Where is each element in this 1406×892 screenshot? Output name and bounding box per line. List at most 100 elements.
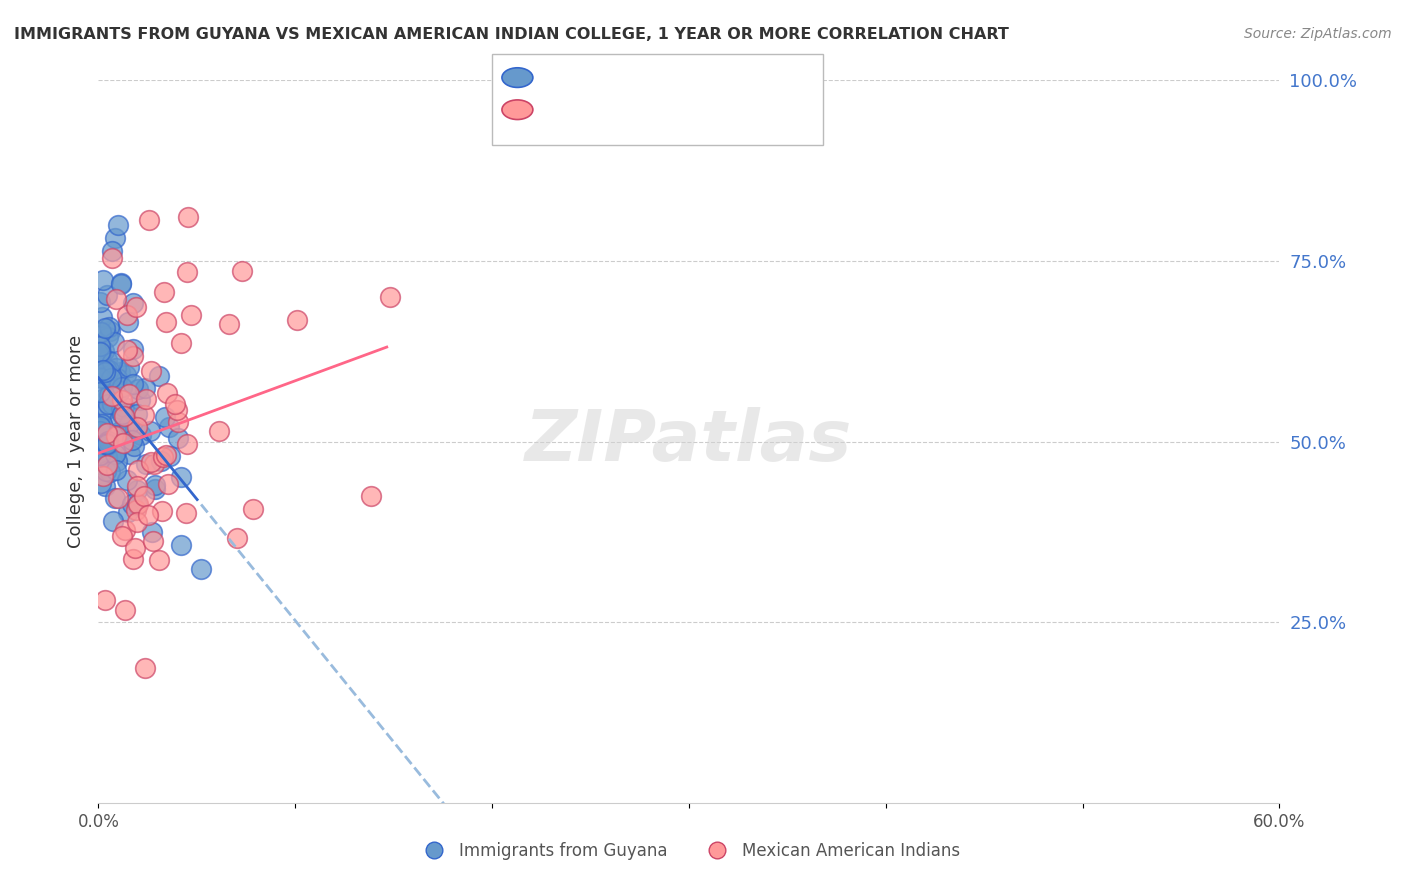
Point [108, 365, 131, 379]
Point [142, 457, 165, 471]
Point [89, 384, 111, 399]
Point [127, 420, 149, 434]
Point [90, 344, 112, 359]
Point [90, 462, 112, 476]
Legend: Immigrants from Guyana, Mexican American Indians: Immigrants from Guyana, Mexican American… [411, 836, 967, 867]
Point [132, 408, 155, 422]
Point [118, 417, 141, 431]
Point [89, 353, 111, 368]
Point [122, 376, 145, 391]
Point [285, 312, 308, 326]
Point [89, 419, 111, 434]
Point [114, 602, 136, 616]
Point [118, 387, 141, 401]
Point [97, 363, 120, 377]
Point [118, 360, 141, 375]
Point [94, 321, 117, 335]
Point [105, 454, 128, 468]
Point [135, 458, 157, 472]
Text: N =: N = [657, 74, 693, 92]
Point [134, 661, 156, 675]
Point [91, 467, 114, 481]
Point [108, 384, 131, 398]
Point [110, 277, 132, 291]
Point [148, 368, 170, 383]
Point [104, 231, 127, 245]
Point [103, 447, 125, 461]
Point [108, 410, 131, 425]
Text: R =: R = [541, 74, 578, 92]
Point [153, 409, 176, 424]
Point [180, 308, 202, 322]
Point [117, 505, 139, 519]
Point [121, 434, 143, 448]
Point [125, 515, 148, 529]
Point [89, 351, 111, 365]
Point [136, 508, 159, 523]
Point [176, 265, 198, 279]
Point [93, 362, 115, 376]
Point [96, 426, 118, 441]
Point [103, 427, 125, 442]
Point [111, 529, 134, 543]
Point [112, 409, 135, 423]
Point [105, 371, 128, 385]
Point [90, 371, 112, 385]
Point [156, 477, 179, 491]
Point [103, 334, 125, 349]
Point [152, 450, 174, 465]
Point [91, 367, 114, 381]
Point [98, 388, 121, 402]
Point [360, 489, 382, 503]
Point [97, 434, 120, 448]
Point [91, 450, 114, 464]
Point [110, 401, 132, 416]
Point [96, 362, 118, 376]
Point [117, 343, 139, 358]
Point [190, 562, 212, 576]
Point [122, 342, 145, 356]
Point [104, 462, 127, 476]
Y-axis label: College, 1 year or more: College, 1 year or more [66, 335, 84, 548]
Point [163, 397, 186, 411]
Point [89, 364, 111, 378]
Point [167, 415, 190, 429]
Text: 63: 63 [693, 106, 714, 124]
Point [93, 371, 115, 385]
Point [96, 352, 118, 367]
Point [143, 482, 166, 496]
Point [107, 491, 129, 505]
Point [124, 541, 146, 555]
Point [380, 290, 402, 304]
Point [98, 465, 121, 479]
Point [112, 436, 135, 450]
Point [121, 497, 143, 511]
Point [100, 251, 122, 265]
Point [177, 210, 200, 224]
Point [112, 400, 135, 414]
Point [110, 277, 132, 291]
Point [111, 392, 134, 407]
Point [89, 424, 111, 438]
Point [208, 424, 231, 438]
Point [134, 382, 156, 396]
Point [101, 397, 124, 411]
Point [139, 455, 162, 469]
Point [125, 408, 148, 422]
Point [91, 273, 114, 287]
Point [148, 552, 170, 566]
Text: 114: 114 [693, 74, 725, 92]
Point [139, 364, 162, 378]
Text: IMMIGRANTS FROM GUYANA VS MEXICAN AMERICAN INDIAN COLLEGE, 1 YEAR OR MORE CORREL: IMMIGRANTS FROM GUYANA VS MEXICAN AMERIC… [14, 27, 1010, 42]
Point [129, 428, 152, 442]
Point [156, 385, 179, 400]
Point [91, 401, 114, 416]
Point [94, 465, 117, 479]
Point [93, 343, 115, 358]
Point [127, 499, 149, 513]
Point [96, 435, 118, 450]
Point [142, 534, 165, 549]
Point [97, 397, 120, 411]
Point [121, 349, 143, 363]
Point [96, 402, 118, 417]
